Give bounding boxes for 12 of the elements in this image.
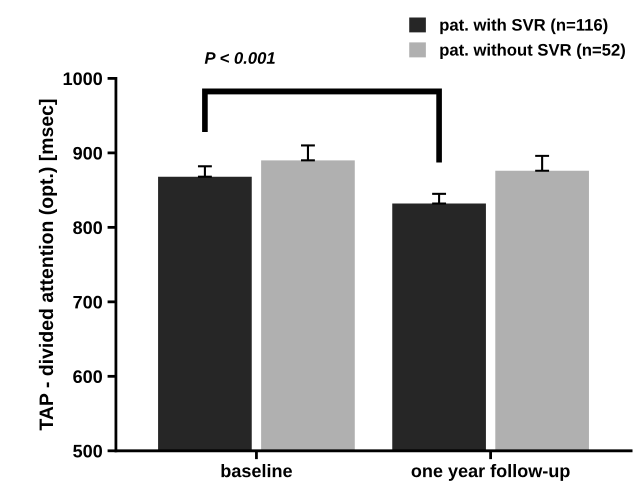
x-tick-label: baseline: [221, 464, 292, 478]
y-tick-label: 700: [73, 296, 102, 309]
y-axis-title: TAP - divided attention (opt.) [msec]: [38, 100, 58, 430]
text: P < 0.001: [204, 52, 275, 64]
y-tick-label: 600: [73, 370, 102, 384]
y-tick-label: 900: [73, 146, 102, 160]
y-tick-label: 800: [73, 221, 102, 234]
legend-label: pat. with SVR (n=116): [440, 18, 608, 34]
x-tick-label: one year follow-up: [412, 464, 570, 481]
y-tick-label: 1000: [64, 72, 102, 86]
legend-label: pat. without SVR (n=52): [440, 43, 625, 60]
y-tick-label: 500: [73, 444, 102, 458]
